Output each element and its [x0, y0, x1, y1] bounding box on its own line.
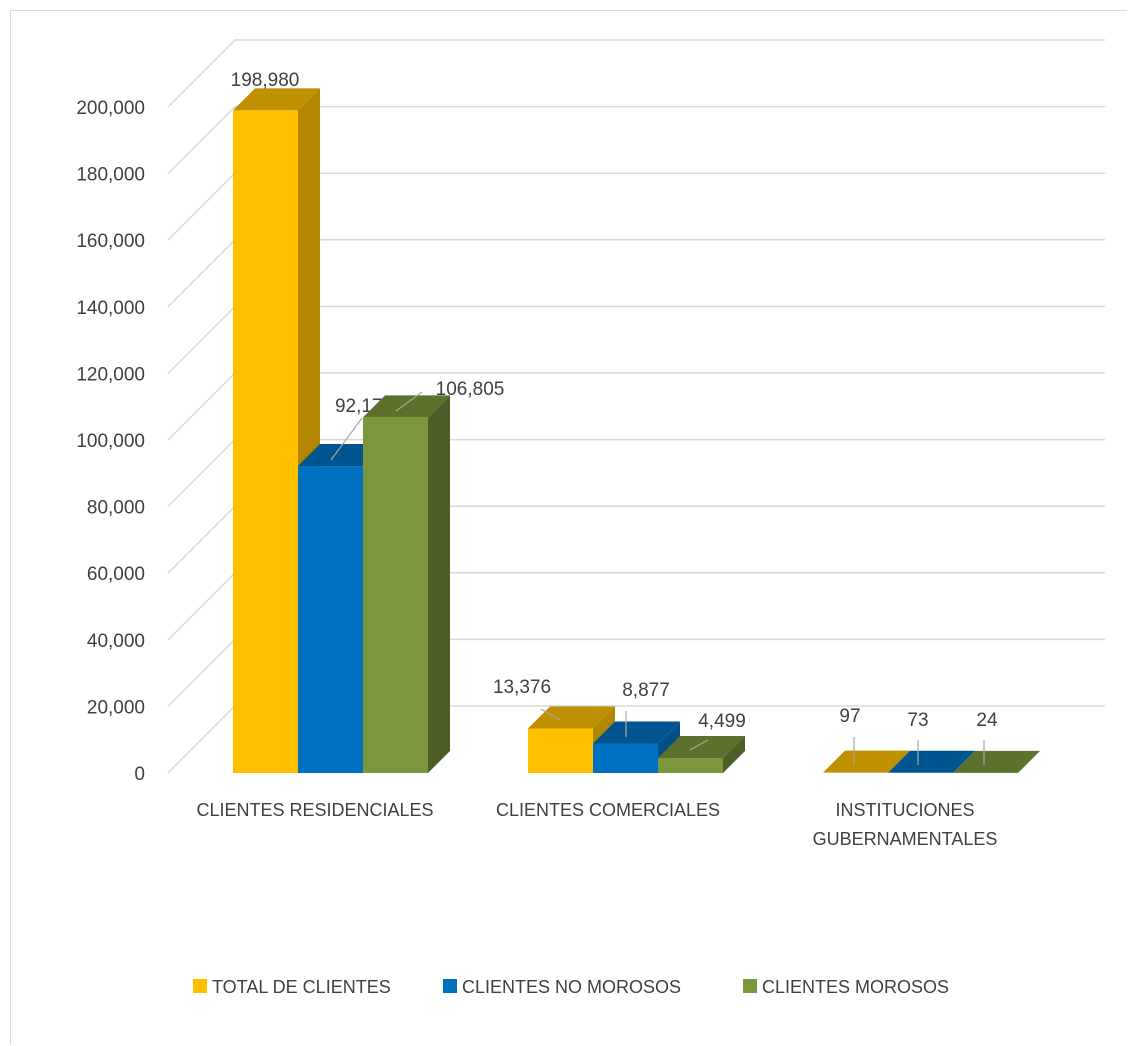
y-tick-label: 20,000: [87, 697, 145, 718]
bar: [363, 417, 428, 773]
bar-side: [1018, 750, 1040, 773]
bar-top: [953, 750, 1040, 773]
x-tick-label: INSTITUCIONES: [835, 800, 974, 820]
bar-side: [723, 736, 745, 773]
y-tick-label: 100,000: [76, 431, 145, 452]
data-label-leader: [540, 708, 561, 721]
bar: [233, 110, 298, 773]
bar-side: [428, 395, 450, 773]
data-label-leader: [689, 739, 709, 751]
legend-swatch: [443, 979, 457, 993]
legend-label: CLIENTES NO MOROSOS: [462, 977, 681, 997]
x-tick-label: CLIENTES RESIDENCIALES: [196, 800, 433, 820]
bar-top: [823, 750, 910, 773]
bar-top: [363, 395, 450, 418]
data-label: 4,499: [698, 711, 746, 732]
y-tick-label: 180,000: [76, 165, 145, 186]
data-label: 24: [976, 710, 998, 731]
bar-top: [528, 706, 615, 729]
data-label-leader: [330, 417, 363, 461]
bar-top: [593, 721, 680, 744]
bar-top: [658, 736, 745, 759]
legend-swatch: [743, 979, 757, 993]
y-tick-label: 140,000: [76, 298, 145, 319]
data-label: 8,877: [622, 680, 670, 701]
bar: [528, 728, 593, 773]
chart-frame: [10, 10, 1127, 1045]
data-label-leader: [395, 391, 423, 412]
y-tick-label: 80,000: [87, 498, 145, 519]
legend-swatch: [193, 979, 207, 993]
y-tick-label: 200,000: [76, 98, 145, 119]
y-tick-label: 160,000: [76, 231, 145, 252]
data-label: 97: [839, 706, 860, 727]
data-label: 73: [907, 710, 928, 731]
bar-top: [233, 88, 320, 111]
bar: [593, 743, 658, 773]
gridline: [167, 105, 1105, 175]
bar: [298, 466, 363, 773]
data-label: 106,805: [436, 379, 505, 400]
legend-label: CLIENTES MOROSOS: [762, 977, 949, 997]
data-label: 13,376: [493, 677, 551, 698]
y-tick-label: 0: [134, 764, 145, 785]
gridline: [167, 39, 1105, 108]
legend-label: TOTAL DE CLIENTES: [212, 977, 391, 997]
y-tick-label: 120,000: [76, 364, 145, 385]
y-tick-label: 40,000: [87, 631, 145, 652]
y-tick-label: 60,000: [87, 564, 145, 585]
x-tick-label: GUBERNAMENTALES: [813, 829, 998, 849]
data-label: 198,980: [231, 70, 300, 91]
bar-top: [888, 750, 975, 773]
x-tick-label: CLIENTES COMERCIALES: [496, 800, 720, 820]
bar: [658, 758, 723, 773]
